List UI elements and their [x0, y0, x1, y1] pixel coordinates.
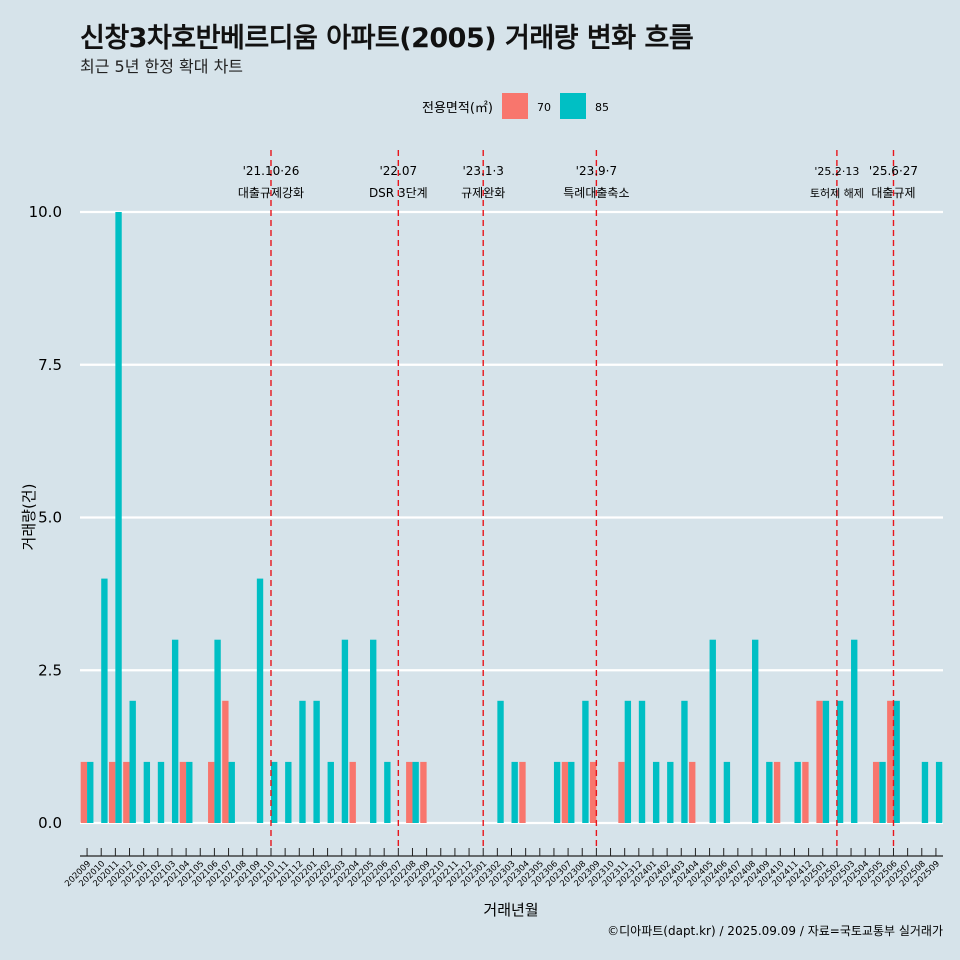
bar-85-202502	[836, 700, 844, 823]
y-tick-label: 10.0	[29, 203, 62, 221]
bar-85-202205	[370, 639, 377, 823]
event-label: DSR 3단계	[369, 186, 428, 200]
bar-85-202405	[709, 639, 716, 823]
legend-label-85: 85	[595, 101, 609, 114]
bar-85-202206	[384, 761, 391, 823]
bar-85-202306	[553, 761, 561, 823]
event-label: 대출규제	[871, 186, 915, 200]
bar-85-202402	[667, 761, 674, 823]
bar-85-202312	[638, 700, 646, 823]
bar-85-202509	[935, 761, 943, 823]
bar-70-202307	[561, 761, 569, 823]
bar-70-202309	[590, 761, 597, 823]
event-date: '23.9·7	[576, 164, 617, 178]
bar-85-202011	[115, 212, 122, 823]
x-axis-title: 거래년월	[483, 901, 538, 919]
bar-85-202311	[624, 700, 632, 823]
legend-swatch-85	[560, 93, 586, 119]
bar-70-202410	[773, 761, 781, 823]
bar-85-202201	[313, 700, 320, 823]
bar-85-202208	[412, 761, 419, 823]
bar-85-202203	[341, 639, 349, 823]
bar-70-202104	[179, 761, 187, 823]
bar-85-202506	[893, 700, 900, 823]
bar-85-202505	[879, 761, 886, 823]
legend-title: 전용면적(㎡)	[422, 101, 493, 116]
bar-70-202106	[208, 761, 215, 823]
caption: ©디아파트(dapt.kr) / 2025.09.09 / 자료=국토교통부 실…	[607, 924, 943, 938]
bar-85-202111	[285, 761, 292, 823]
bar-70-202506	[887, 700, 894, 823]
bar-70-202304	[519, 761, 526, 823]
chart-title: 신창3차호반베르디움 아파트(2005) 거래량 변화 흐름	[80, 23, 694, 54]
y-tick-label: 7.5	[38, 356, 62, 374]
event-label: 규제완화	[461, 186, 505, 200]
bar-85-202009	[87, 761, 94, 823]
bar-70-202209	[420, 761, 427, 823]
bar-85-202102	[157, 761, 165, 823]
bar-85-202401	[652, 761, 660, 823]
bar-85-202406	[723, 761, 731, 823]
bar-85-202110	[270, 761, 278, 823]
event-label: 특례대출축소	[563, 186, 629, 200]
bar-85-202107	[228, 761, 235, 823]
bar-85-202010	[101, 578, 108, 823]
bar-85-202503	[851, 639, 858, 823]
bar-85-202508	[921, 761, 929, 823]
event-date: '23.1·3	[462, 164, 503, 178]
bar-70-202011	[109, 761, 116, 823]
chart-subtitle: 최근 5년 한정 확대 차트	[80, 57, 244, 76]
bar-85-202408	[752, 639, 759, 823]
bar-70-202404	[689, 761, 696, 823]
bar-85-202109	[256, 578, 264, 823]
bar-70-202501	[816, 700, 823, 823]
event-label: 토허제 해제	[810, 186, 864, 200]
bar-70-202204	[349, 761, 356, 823]
event-date: '21.10·26	[243, 164, 300, 178]
legend-swatch-70	[502, 93, 528, 119]
bar-70-202412	[802, 761, 809, 823]
event-date: '25.2·13	[814, 165, 859, 178]
y-tick-label: 0.0	[38, 814, 62, 832]
bar-85-202307	[568, 761, 575, 823]
bar-70-202009	[80, 761, 88, 823]
bar-85-202302	[497, 700, 504, 823]
bar-70-202107	[222, 700, 229, 823]
y-tick-label: 5.0	[38, 509, 62, 527]
bar-85-202501	[822, 700, 830, 823]
bar-70-202505	[872, 761, 880, 823]
bar-85-202012	[129, 700, 136, 823]
event-date: '22.07	[379, 164, 417, 178]
y-tick-label: 2.5	[38, 661, 62, 679]
bar-70-202012	[123, 761, 130, 823]
bar-85-202308	[582, 700, 589, 823]
bar-85-202101	[143, 761, 151, 823]
bar-85-202112	[299, 700, 306, 823]
bar-85-202409	[766, 761, 773, 823]
legend-label-70: 70	[537, 101, 551, 114]
bar-85-202104	[186, 761, 193, 823]
bar-85-202411	[794, 761, 801, 823]
bar-85-202103	[171, 639, 179, 823]
y-axis-title: 거래량(건)	[20, 484, 38, 551]
bar-85-202106	[214, 639, 221, 823]
bar-85-202202	[327, 761, 334, 823]
bar-70-202311	[618, 761, 625, 823]
bar-85-202403	[681, 700, 688, 823]
bar-70-202208	[406, 761, 413, 823]
bar-85-202303	[511, 761, 518, 823]
legend: 전용면적(㎡) 70 85	[422, 93, 609, 119]
event-label: 대출규제강화	[238, 186, 304, 200]
event-date: '25.6·27	[869, 164, 918, 178]
